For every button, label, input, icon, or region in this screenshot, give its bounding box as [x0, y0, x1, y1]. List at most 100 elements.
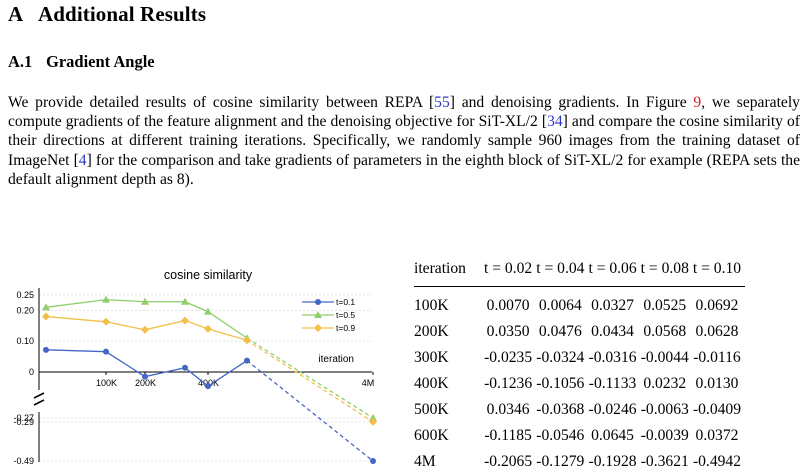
paragraph-text: We provide detailed results of cosine si…: [8, 94, 434, 111]
subsection-title: Gradient Angle: [46, 52, 155, 71]
citation-link[interactable]: 34: [547, 113, 563, 130]
data-point-t01: [370, 458, 376, 464]
table-cell-iteration: 500K: [414, 397, 484, 423]
y-tick-label: 0.25: [16, 290, 34, 300]
section-title: Additional Results: [38, 2, 206, 26]
table-cell-value: -0.0063: [641, 397, 693, 423]
table-cell-value: 0.0434: [588, 319, 640, 345]
table-cell-iteration: 600K: [414, 423, 484, 449]
x-tick-label: 4M: [362, 378, 375, 388]
table-row: 4M-0.2065-0.1279-0.1928-0.3621-0.4942: [414, 449, 745, 475]
table-cell-value: -0.4942: [693, 449, 745, 475]
legend-marker-t09: [314, 324, 322, 332]
table-cell-value: 0.0372: [693, 423, 745, 449]
table-cell-value: -0.0235: [484, 345, 536, 371]
section-number: A: [8, 2, 38, 27]
citation-link[interactable]: 4: [79, 152, 87, 169]
axis-break-mark: [34, 393, 44, 398]
table-cell-value: -0.1056: [536, 371, 588, 397]
x-axis-label: iteration: [318, 354, 354, 365]
legend-label: t=0.1: [336, 297, 355, 307]
table-cell-value: -0.1133: [588, 371, 640, 397]
data-point-t09: [102, 318, 110, 326]
table-cell-value: -0.1928: [588, 449, 640, 475]
data-point-t05: [102, 296, 110, 303]
table-cell-value: 0.0070: [484, 287, 536, 320]
table-row: 300K-0.0235-0.0324-0.0316-0.0044-0.0116: [414, 345, 745, 371]
table-cell-value: 0.0327: [588, 287, 640, 320]
x-tick-label: 100K: [96, 378, 117, 388]
table-cell-iteration: 4M: [414, 449, 484, 475]
legend-label: t=0.9: [336, 323, 355, 333]
table-header-timestep: t = 0.04: [536, 258, 588, 287]
table-cell-value: -0.0316: [588, 345, 640, 371]
citation-link[interactable]: 55: [434, 94, 450, 111]
table-cell-value: 0.0350: [484, 319, 536, 345]
table-cell-value: -0.0546: [536, 423, 588, 449]
subsection-number: A.1: [8, 52, 46, 72]
data-point-t01: [205, 383, 211, 389]
table-cell-value: -0.0116: [693, 345, 745, 371]
table-cell-value: -0.2065: [484, 449, 536, 475]
data-point-t01: [182, 365, 188, 371]
table-cell-value: -0.0039: [641, 423, 693, 449]
table-cell-value: 0.0568: [641, 319, 693, 345]
table-cell-iteration: 100K: [414, 287, 484, 320]
table-header-timestep: t = 0.06: [588, 258, 640, 287]
table-cell-value: 0.0064: [536, 287, 588, 320]
table-header-timestep: t = 0.02: [484, 258, 536, 287]
paragraph-text: ] for the comparison and take gradients …: [8, 152, 800, 188]
series-line-dashed-t09: [247, 340, 373, 422]
y-tick-label: -0.49: [13, 456, 34, 466]
data-point-t09: [243, 336, 251, 344]
table-cell-value: 0.0346: [484, 397, 536, 423]
table-cell-value: 0.0628: [693, 319, 745, 345]
table-cell-value: -0.1236: [484, 371, 536, 397]
data-point-t01: [43, 347, 49, 353]
axis-break-mark: [34, 400, 44, 405]
data-point-t09: [181, 317, 189, 325]
table-header-timestep: t = 0.08: [641, 258, 693, 287]
table-cell-value: 0.0645: [588, 423, 640, 449]
paragraph-text: ] and denoising gradients. In Figure: [450, 94, 694, 111]
data-point-t01: [142, 374, 148, 380]
data-point-t09: [42, 313, 50, 321]
table-cell-value: -0.0044: [641, 345, 693, 371]
series-line-dashed-t05: [247, 338, 373, 418]
table-cell-value: 0.0525: [641, 287, 693, 320]
table-cell-iteration: 200K: [414, 319, 484, 345]
table-cell-value: 0.0232: [641, 371, 693, 397]
data-point-t09: [141, 326, 149, 334]
legend-marker-t01: [315, 299, 321, 305]
table-cell-value: -0.1279: [536, 449, 588, 475]
table-header-iteration: iteration: [414, 258, 484, 287]
table-cell-iteration: 300K: [414, 345, 484, 371]
y-tick-label: 0: [29, 367, 34, 377]
table-cell-iteration: 400K: [414, 371, 484, 397]
y-tick-label: -0.29: [13, 417, 34, 427]
table-cell-value: -0.0324: [536, 345, 588, 371]
y-tick-label: 0.10: [16, 336, 34, 346]
data-point-t01: [244, 358, 250, 364]
table-cell-value: -0.0246: [588, 397, 640, 423]
table-cell-value: 0.0692: [693, 287, 745, 320]
legend-label: t=0.5: [336, 310, 355, 320]
series-line-dashed-t01: [247, 361, 373, 461]
table-cell-value: -0.0368: [536, 397, 588, 423]
data-point-t01: [103, 349, 109, 355]
table-cell-value: -0.3621: [641, 449, 693, 475]
table-cell-value: -0.1185: [484, 423, 536, 449]
